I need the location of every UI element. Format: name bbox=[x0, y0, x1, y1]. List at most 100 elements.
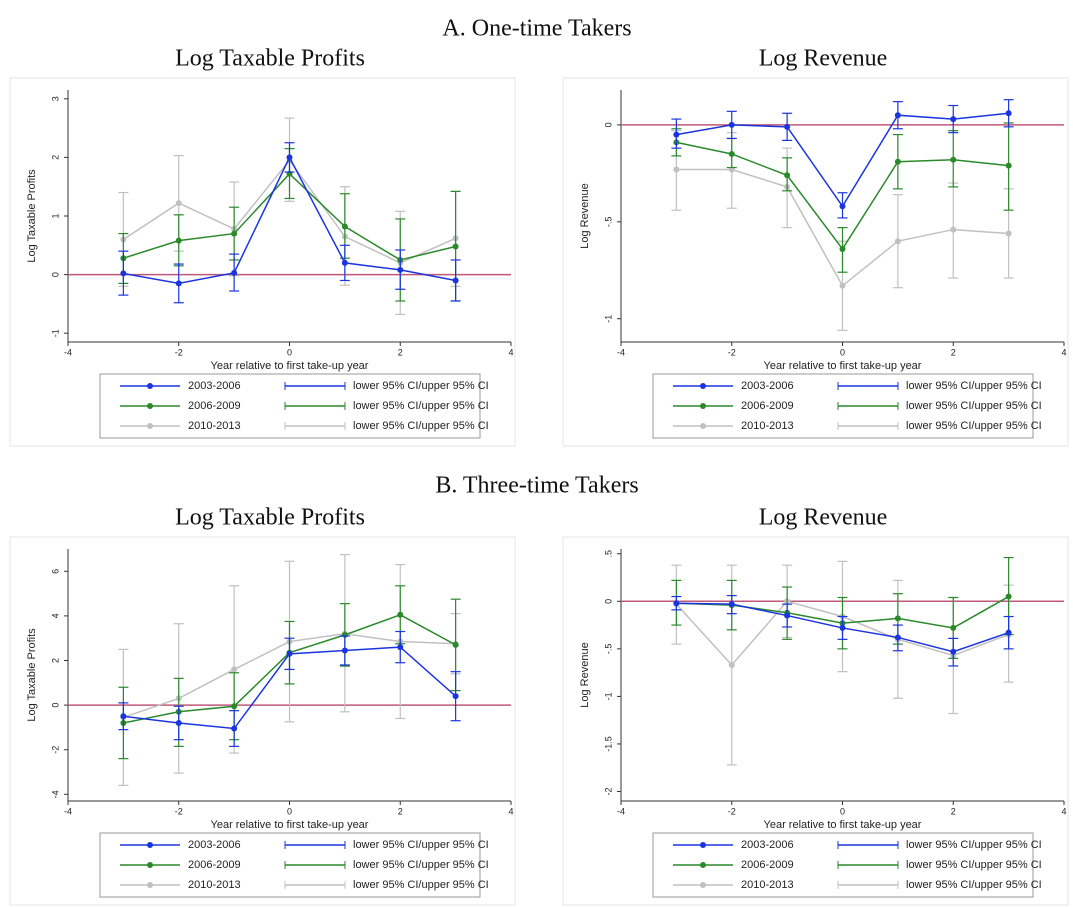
point bbox=[950, 624, 957, 631]
y-tick-label: 0 bbox=[603, 122, 613, 127]
point bbox=[397, 266, 404, 273]
x-tick-label: -4 bbox=[617, 806, 625, 816]
x-tick-label: -4 bbox=[64, 347, 72, 357]
point bbox=[839, 282, 846, 289]
y-tick-label: -2 bbox=[50, 746, 60, 754]
point bbox=[728, 121, 735, 128]
legend-label: lower 95% CI/upper 95% CI bbox=[353, 400, 489, 412]
legend-label: 2006-2009 bbox=[741, 859, 794, 871]
y-tick-label: 6 bbox=[50, 569, 60, 574]
y-tick-label: -1 bbox=[603, 692, 613, 700]
point bbox=[452, 277, 459, 284]
legend-label: lower 95% CI/upper 95% CI bbox=[906, 420, 1042, 432]
point bbox=[728, 601, 735, 608]
point bbox=[673, 600, 680, 607]
x-tick-label: 0 bbox=[287, 806, 292, 816]
legend-marker bbox=[147, 423, 153, 429]
point bbox=[1005, 110, 1012, 117]
legend-label: lower 95% CI/upper 95% CI bbox=[906, 839, 1042, 851]
legend-label: lower 95% CI/upper 95% CI bbox=[906, 859, 1042, 871]
x-tick-label: 0 bbox=[840, 347, 845, 357]
y-axis-label: Log Taxable Profits bbox=[26, 628, 38, 722]
point bbox=[397, 644, 404, 651]
legend-label: 2006-2009 bbox=[741, 400, 794, 412]
y-axis-label: Log Revenue bbox=[579, 183, 591, 248]
point bbox=[1005, 230, 1012, 237]
legend-label: 2003-2006 bbox=[188, 839, 241, 851]
legend-marker bbox=[700, 403, 706, 409]
x-axis-label: Year relative to first take-up year bbox=[764, 819, 922, 831]
y-axis-label: Log Revenue bbox=[579, 642, 591, 707]
y-axis-label: Log Taxable Profits bbox=[26, 169, 38, 263]
legend-label: lower 95% CI/upper 95% CI bbox=[353, 839, 489, 851]
x-tick-label: 2 bbox=[951, 806, 956, 816]
point bbox=[175, 280, 182, 287]
legend-marker bbox=[700, 882, 706, 888]
x-tick-label: -2 bbox=[175, 347, 183, 357]
point bbox=[950, 116, 957, 123]
point bbox=[950, 648, 957, 655]
y-tick-label: 1 bbox=[50, 213, 60, 218]
x-tick-label: 2 bbox=[398, 806, 403, 816]
y-tick-label: 4 bbox=[50, 613, 60, 618]
point bbox=[839, 245, 846, 252]
point bbox=[673, 131, 680, 138]
section-title: B. Three-time Takers bbox=[435, 473, 638, 499]
legend-label: 2010-2013 bbox=[741, 879, 794, 891]
legend-label: lower 95% CI/upper 95% CI bbox=[906, 400, 1042, 412]
point bbox=[950, 226, 957, 233]
y-tick-label: -1 bbox=[603, 315, 613, 323]
legend-label: 2010-2013 bbox=[741, 420, 794, 432]
legend-label: lower 95% CI/upper 95% CI bbox=[906, 380, 1042, 392]
point bbox=[894, 112, 901, 119]
point bbox=[894, 158, 901, 165]
x-tick-label: -2 bbox=[728, 347, 736, 357]
x-tick-label: 0 bbox=[840, 806, 845, 816]
x-axis-label: Year relative to first take-up year bbox=[211, 360, 369, 372]
point bbox=[784, 172, 791, 179]
section-title: A. One-time Takers bbox=[442, 16, 631, 42]
point bbox=[894, 238, 901, 245]
legend-label: lower 95% CI/upper 95% CI bbox=[906, 879, 1042, 891]
panel-title: Log Taxable Profits bbox=[175, 505, 365, 531]
y-tick-label: -1 bbox=[50, 329, 60, 337]
point bbox=[784, 123, 791, 130]
y-tick-label: 2 bbox=[50, 155, 60, 160]
legend-label: 2003-2006 bbox=[188, 380, 241, 392]
x-tick-label: 4 bbox=[508, 347, 513, 357]
x-tick-label: -2 bbox=[175, 806, 183, 816]
legend-marker bbox=[147, 383, 153, 389]
panel: -1 -.5 0 -4 -2 0 2 4 Year relative to first take… bbox=[562, 77, 1069, 447]
x-tick-label: 4 bbox=[508, 806, 513, 816]
point bbox=[341, 259, 348, 266]
point bbox=[452, 693, 459, 700]
x-tick-label: -4 bbox=[617, 347, 625, 357]
x-tick-label: 4 bbox=[1061, 347, 1066, 357]
point bbox=[286, 154, 293, 161]
legend-label: 2003-2006 bbox=[741, 839, 794, 851]
x-axis-label: Year relative to first take-up year bbox=[211, 819, 369, 831]
y-tick-label: -4 bbox=[50, 790, 60, 798]
panel-title: Log Revenue bbox=[759, 505, 888, 531]
x-tick-label: 4 bbox=[1061, 806, 1066, 816]
panel: -1 0 1 2 3 -4 -2 0 2 4 Year relative to first take… bbox=[9, 77, 516, 447]
y-tick-label: 0 bbox=[603, 599, 613, 604]
point bbox=[341, 647, 348, 654]
point bbox=[728, 662, 735, 669]
y-tick-label: .5 bbox=[603, 550, 613, 558]
legend-label: lower 95% CI/upper 95% CI bbox=[353, 859, 489, 871]
point bbox=[286, 650, 293, 657]
panel-title: Log Taxable Profits bbox=[175, 46, 365, 72]
point bbox=[1005, 162, 1012, 169]
legend-marker bbox=[147, 403, 153, 409]
y-tick-label: 0 bbox=[50, 703, 60, 708]
legend-label: lower 95% CI/upper 95% CI bbox=[353, 879, 489, 891]
x-axis-label: Year relative to first take-up year bbox=[764, 360, 922, 372]
point bbox=[894, 634, 901, 641]
point bbox=[397, 611, 404, 618]
legend-marker bbox=[700, 383, 706, 389]
x-tick-label: 0 bbox=[287, 347, 292, 357]
y-tick-label: -2 bbox=[603, 787, 613, 795]
legend-marker bbox=[147, 882, 153, 888]
